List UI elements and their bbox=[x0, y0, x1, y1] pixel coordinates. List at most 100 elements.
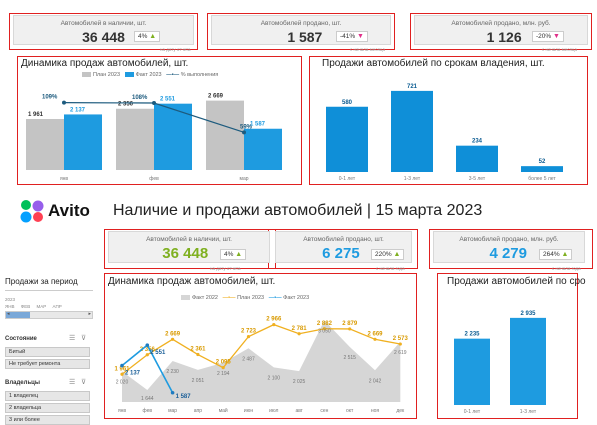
state-option-damaged[interactable]: Битый bbox=[5, 347, 90, 357]
pct-point bbox=[242, 130, 246, 135]
legend-marker-pct: —•— bbox=[166, 72, 180, 78]
legend-marker-plan: —•— bbox=[222, 295, 236, 301]
kpi-change-value: 4% bbox=[138, 33, 148, 40]
top-kpi-sold-revenue: Автомобилей продано, млн. руб. 1 126 -20… bbox=[414, 15, 588, 45]
triangle-up-icon: ▲ bbox=[561, 251, 569, 258]
x-tick-label: 0-1 лет bbox=[339, 176, 356, 182]
fact2022-label: 2 042 bbox=[369, 378, 382, 384]
kpi-value: 6 275 bbox=[322, 245, 360, 262]
bar-value-label: 580 bbox=[342, 100, 353, 106]
month-label[interactable]: МАР bbox=[36, 304, 47, 309]
chevron-right-icon[interactable]: ▸ bbox=[88, 311, 91, 317]
kpi-highlight-2 bbox=[207, 13, 395, 50]
owners-option-3[interactable]: 3 или более bbox=[5, 415, 90, 425]
month-strip: ЯНВ ФЕВ МАР АПР bbox=[5, 304, 93, 309]
chart-legend: План 2023 Факт 2023 —•— % выполнения bbox=[82, 72, 218, 78]
owners-filter-title: Владельцы bbox=[5, 380, 40, 386]
legend-swatch-fact bbox=[124, 72, 134, 78]
ownership-bar bbox=[326, 106, 368, 172]
fact-bar bbox=[154, 103, 192, 170]
triangle-down-icon: ▼ bbox=[553, 33, 560, 40]
triangle-up-icon: ▲ bbox=[393, 251, 401, 258]
fact-bar bbox=[244, 128, 282, 170]
owners-option-1[interactable]: 1 владелец bbox=[5, 391, 90, 401]
fact2022-label: 2 100 bbox=[268, 375, 281, 381]
kpi-highlight-3 bbox=[410, 13, 592, 50]
plan2023-point bbox=[196, 352, 200, 357]
plan2023-line bbox=[121, 323, 401, 375]
legend-label: Факт 2022 bbox=[192, 295, 218, 301]
plan-value-label: 1 961 bbox=[28, 112, 44, 118]
brand-name: Avito bbox=[48, 201, 90, 220]
ownership-chart-plot-bottom: 2 235 0-1 лет 2 935 1-3 лет bbox=[454, 311, 546, 415]
page-title: Наличие и продажи автомобилей | 15 марта… bbox=[113, 202, 483, 219]
period-timeline-slider[interactable]: ◂ ▸ bbox=[5, 311, 93, 319]
kpi-change-value: 220% bbox=[375, 251, 392, 258]
plan-bar bbox=[26, 119, 64, 170]
kpi-change-badge: 264% ▲ bbox=[539, 249, 573, 260]
bottom-kpi-sold-revenue: Автомобилей продано, млн. руб. 4 279 264… bbox=[433, 231, 585, 263]
legend-label: Факт 2023 bbox=[283, 295, 310, 301]
x-tick-label: июн bbox=[244, 408, 254, 414]
x-tick-label: 0-1 лет bbox=[464, 409, 481, 415]
plan2023-point bbox=[246, 335, 251, 339]
plan2023-point bbox=[348, 327, 352, 331]
pct-point bbox=[62, 100, 66, 105]
kpi-value: 1 126 bbox=[486, 29, 522, 45]
kpi-change-value: -20% bbox=[536, 33, 552, 40]
chart-title: Продажи автомобилей по сро bbox=[447, 276, 586, 287]
divider bbox=[5, 290, 93, 291]
kpi-label: Автомобилей в наличии, шт. bbox=[60, 20, 147, 27]
kpi-footnote: с начала года bbox=[552, 266, 581, 271]
owners-option-2[interactable]: 2 владельца bbox=[5, 403, 90, 413]
kpi-label: Автомобилей в наличии, шт. bbox=[146, 236, 232, 243]
kpi-footnote: на дату отчета bbox=[160, 47, 191, 52]
month-label[interactable]: ФЕВ bbox=[20, 304, 31, 309]
kpi-label: Автомобилей продано, млн. руб. bbox=[459, 236, 559, 243]
x-tick-label: ноя bbox=[371, 408, 380, 414]
ownership-chart-panel bbox=[309, 56, 588, 185]
plan2023-label: 2 781 bbox=[292, 326, 308, 332]
x-tick-label: окт bbox=[346, 408, 354, 414]
kpi-value: 36 448 bbox=[82, 29, 125, 45]
ownership-bar bbox=[391, 90, 433, 172]
clear-filter-icon[interactable]: ⊽ bbox=[81, 379, 87, 386]
chart-title: Продажи автомобилей по срокам владения, … bbox=[322, 58, 545, 69]
dynamics-chart-plot: 1 961 2 356 2 669 2 361 2 095 2 723 2 966 2 781… bbox=[114, 317, 408, 414]
plan2023-label: 2 361 bbox=[190, 347, 206, 353]
kpi-label: Автомобилей продано, шт. bbox=[260, 20, 342, 27]
plan2023-point bbox=[272, 323, 276, 327]
plan2023-point bbox=[297, 332, 301, 336]
slider-selection[interactable] bbox=[6, 312, 30, 318]
kpi-footnote: с начала года bbox=[376, 266, 405, 271]
pct-label: 109% bbox=[42, 95, 58, 101]
month-label[interactable]: АПР bbox=[52, 304, 62, 309]
kpi-value: 36 448 bbox=[162, 245, 209, 262]
chevron-left-icon[interactable]: ◂ bbox=[7, 311, 10, 317]
ownership-bar bbox=[521, 166, 563, 172]
fact2022-label: 2 230 bbox=[166, 369, 179, 375]
fact2022-label: 1 644 bbox=[141, 396, 154, 402]
x-tick-label: апр bbox=[194, 408, 202, 414]
kpi-value: 4 279 bbox=[489, 245, 527, 262]
multiselect-icon[interactable]: ☰ bbox=[69, 379, 76, 386]
fact2023-label: 2 551 bbox=[150, 350, 166, 356]
x-tick-label: мар bbox=[168, 408, 177, 414]
kpi-footnote: с начала месяца bbox=[350, 47, 385, 52]
top-kpi-stock: Автомобилей в наличии, шт. 36 448 4% ▲ bbox=[13, 15, 194, 45]
kpi-value: 1 587 bbox=[287, 29, 323, 45]
triangle-up-icon: ▲ bbox=[235, 251, 243, 258]
month-label[interactable]: ЯНВ bbox=[5, 304, 15, 309]
multiselect-icon[interactable]: ☰ bbox=[69, 335, 76, 342]
fact2022-label: 2 020 bbox=[116, 379, 129, 385]
sales-chart-panel bbox=[17, 56, 302, 185]
bar-value-label: 52 bbox=[539, 159, 546, 165]
kpi-change-value: 4% bbox=[224, 251, 234, 258]
plan-bar bbox=[116, 108, 154, 170]
clear-filter-icon[interactable]: ⊽ bbox=[81, 335, 87, 342]
kpi-change-value: -41% bbox=[340, 33, 356, 40]
bar-value-label: 721 bbox=[407, 84, 418, 90]
plan2023-label: 2 669 bbox=[367, 331, 383, 337]
state-option-no-repair[interactable]: Не требует ремонта bbox=[5, 359, 90, 369]
fact-value-label: 1 587 bbox=[250, 122, 266, 128]
